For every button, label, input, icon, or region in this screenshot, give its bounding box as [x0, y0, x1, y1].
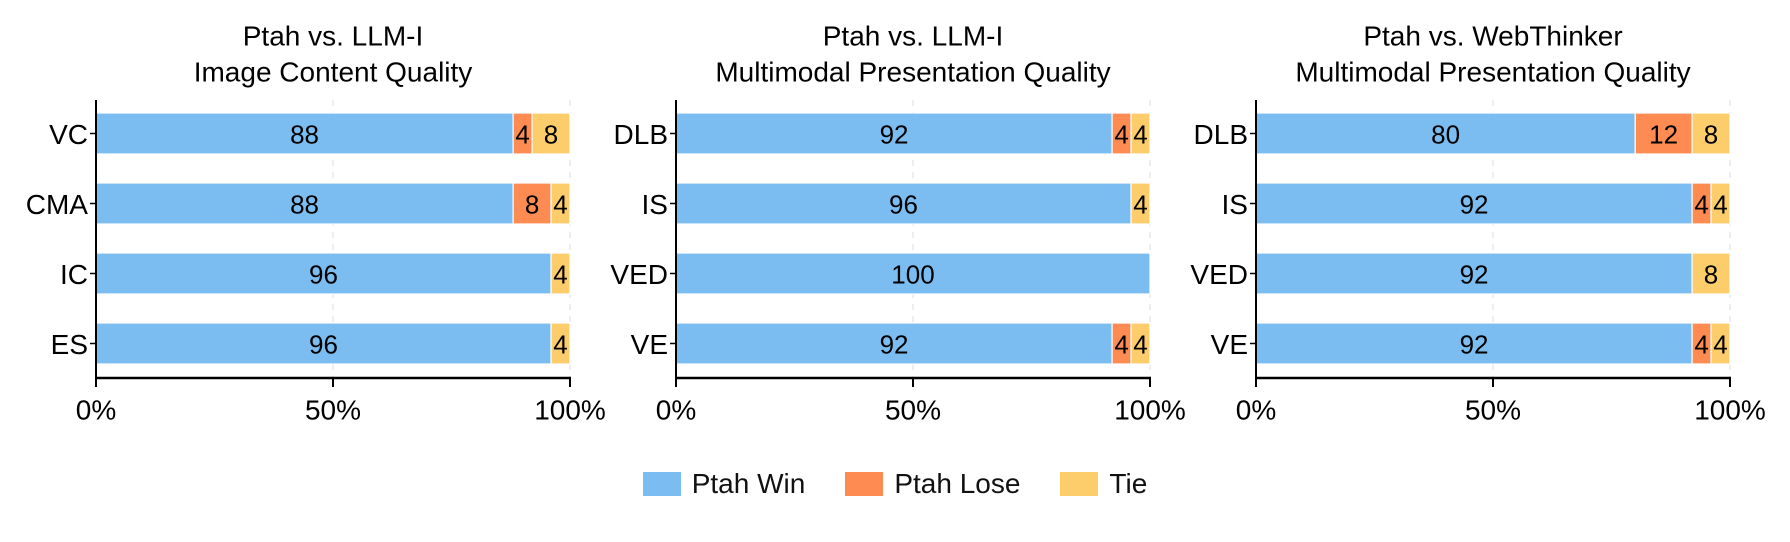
panel-2-bar-label-is-tie: 4 — [1133, 190, 1147, 220]
panel-1-ytick-ic: IC — [60, 259, 88, 290]
panel-2-bar-label-ve-lose: 4 — [1114, 330, 1128, 360]
panel-2-title-line-1: Ptah vs. LLM-I — [823, 21, 1004, 52]
panel-1-ytick-es: ES — [51, 329, 88, 360]
panel-2-xtick-label-1: 0% — [656, 395, 696, 426]
panel-1-title-line-1: Ptah vs. LLM-I — [243, 21, 424, 52]
panel-2-bar-ved-win — [675, 252, 1151, 295]
panel-1-bar-label-vc-tie: 8 — [544, 120, 558, 150]
panel-1-xtick-label-2: 50% — [305, 395, 361, 426]
panel-1-bar-label-es-win: 96 — [309, 330, 338, 360]
panel-2-ytick-dlb: DLB — [614, 119, 668, 150]
panel-2-bar-label-dlb-win: 92 — [880, 120, 909, 150]
panel-3-bar-label-ve-tie: 4 — [1713, 330, 1727, 360]
panel-1-bar-vc-tie — [531, 112, 571, 155]
panel-1-bar-label-ic-win: 96 — [309, 260, 338, 290]
panel-2-bar-label-is-win: 96 — [889, 190, 918, 220]
panel-2-bar-ve-tie — [1130, 322, 1151, 365]
panel-2-xtick-label-3: 100% — [1114, 395, 1186, 426]
panel-3-xtick-label-1: 0% — [1236, 395, 1276, 426]
panel-2-ytick-ve: VE — [631, 329, 668, 360]
panel-3-bar-is-win — [1255, 182, 1693, 225]
panel-3-xtick-label-3: 100% — [1694, 395, 1766, 426]
panel-1-title-line-2: Image Content Quality — [194, 57, 473, 88]
panel-2-bar-label-dlb-tie: 4 — [1133, 120, 1147, 150]
panel-2-ytick-ved: VED — [610, 259, 668, 290]
panel-2-ytick-is: IS — [642, 189, 668, 220]
panel-3-bar-label-ved-win: 92 — [1460, 260, 1489, 290]
panel-1-bar-label-es-tie: 4 — [553, 330, 567, 360]
panel-2-bar-dlb-tie — [1130, 112, 1151, 155]
panel-3-bar-label-ve-win: 92 — [1460, 330, 1489, 360]
panel-1-xtick-label-1: 0% — [76, 395, 116, 426]
panel-1-bar-es-tie — [550, 322, 571, 365]
panel-1-xtick-label-3: 100% — [534, 395, 606, 426]
panel-1-bar-label-cma-lose: 8 — [525, 190, 539, 220]
legend: Ptah Win Ptah Lose Tie — [0, 468, 1790, 500]
panel-3-bar-label-is-win: 92 — [1460, 190, 1489, 220]
panel-3-bar-label-dlb-lose: 12 — [1649, 120, 1678, 150]
panel-1-bar-cma-tie — [550, 182, 571, 225]
panel-3-bar-is-tie — [1710, 182, 1731, 225]
panel-1-bar-label-vc-win: 88 — [290, 120, 319, 150]
legend-swatch-ptah-lose — [845, 472, 884, 496]
panel-3-ytick-ve: VE — [1211, 329, 1248, 360]
legend-label-ptah-lose: Ptah Lose — [894, 468, 1021, 499]
panel-3-bar-dlb-tie — [1691, 112, 1731, 155]
panel-2-title-line-2: Multimodal Presentation Quality — [715, 57, 1110, 88]
panel-1-bar-label-cma-tie: 4 — [553, 190, 567, 220]
panel-3-ytick-dlb: DLB — [1194, 119, 1248, 150]
panel-3-bar-label-ved-tie: 8 — [1704, 260, 1718, 290]
panel-3-bar-label-is-lose: 4 — [1694, 190, 1708, 220]
panel-3-ytick-ved: VED — [1190, 259, 1248, 290]
legend-label-ptah-win: Ptah Win — [691, 468, 806, 499]
panel-2-bar-is-win — [675, 182, 1132, 225]
panel-2-bar-label-ve-tie: 4 — [1133, 330, 1147, 360]
panel-1-bar-label-ic-tie: 4 — [553, 260, 567, 290]
panel-2-bar-is-tie — [1130, 182, 1151, 225]
panel-3-bar-ve-tie — [1710, 322, 1731, 365]
panel-2-bar-dlb-win — [675, 112, 1113, 155]
panel-2-xtick-label-2: 50% — [885, 395, 941, 426]
panel-3-bar-ved-tie — [1691, 252, 1731, 295]
panel-3-ytick-is: IS — [1222, 189, 1248, 220]
panel-3-bar-ved-win — [1255, 252, 1693, 295]
panel-1-bar-label-cma-win: 88 — [290, 190, 319, 220]
panel-3-bar-label-dlb-win: 80 — [1431, 120, 1460, 150]
panel-2-bar-label-dlb-lose: 4 — [1114, 120, 1128, 150]
legend-swatch-ptah-win — [642, 472, 681, 496]
panel-3-bar-label-is-tie: 4 — [1713, 190, 1727, 220]
panel-2-bar-label-ve-win: 92 — [880, 330, 909, 360]
legend-swatch-tie — [1060, 472, 1099, 496]
panel-1-ytick-vc: VC — [49, 119, 88, 150]
panel-2-bar-ve-win — [675, 322, 1113, 365]
panel-2-bar-label-ved-win: 100 — [891, 260, 934, 290]
panel-3-xtick-label-2: 50% — [1465, 395, 1521, 426]
panel-1-bar-cma-win — [95, 182, 514, 225]
legend-item-ptah-lose: Ptah Lose — [845, 468, 1020, 500]
legend-item-ptah-win: Ptah Win — [642, 468, 806, 500]
panel-1-bar-ic-tie — [550, 252, 571, 295]
panel-3-bar-label-dlb-tie: 8 — [1704, 120, 1718, 150]
legend-item-tie: Tie — [1060, 468, 1147, 500]
legend-label-tie: Tie — [1109, 468, 1148, 499]
panel-1-ytick-cma: CMA — [26, 189, 89, 220]
panel-3-bar-label-ve-lose: 4 — [1694, 330, 1708, 360]
panel-3-bar-ve-win — [1255, 322, 1693, 365]
panel-1-bar-label-vc-lose: 4 — [515, 120, 529, 150]
panel-1-bar-ic-win — [95, 252, 552, 295]
panel-3-bar-dlb-lose — [1634, 112, 1693, 155]
panel-3-title-line-1: Ptah vs. WebThinker — [1363, 21, 1622, 52]
panel-3-title-line-2: Multimodal Presentation Quality — [1295, 57, 1690, 88]
